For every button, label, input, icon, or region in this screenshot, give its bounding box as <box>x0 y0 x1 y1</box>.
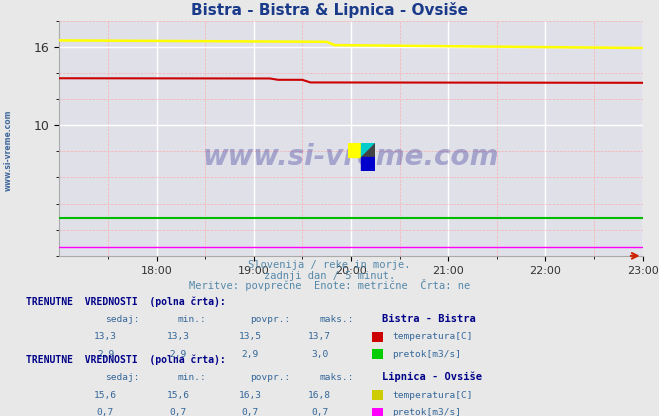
Text: TRENUTNE  VREDNOSTI  (polna črta):: TRENUTNE VREDNOSTI (polna črta): <box>26 296 226 307</box>
Text: 0,7: 0,7 <box>97 408 114 416</box>
Text: 0,7: 0,7 <box>242 408 259 416</box>
Text: 0,7: 0,7 <box>311 408 328 416</box>
Text: 13,5: 13,5 <box>239 332 262 342</box>
Text: 16,8: 16,8 <box>308 391 331 400</box>
Polygon shape <box>361 157 376 171</box>
Text: Meritve: povprečne  Enote: metrične  Črta: ne: Meritve: povprečne Enote: metrične Črta:… <box>189 279 470 291</box>
Polygon shape <box>348 143 361 157</box>
Text: 0,7: 0,7 <box>169 408 186 416</box>
Text: Lipnica - Ovsiše: Lipnica - Ovsiše <box>382 372 482 382</box>
Text: temperatura[C]: temperatura[C] <box>392 332 473 342</box>
Text: Slovenija / reke in morje.: Slovenija / reke in morje. <box>248 260 411 270</box>
Text: 15,6: 15,6 <box>167 391 189 400</box>
Text: 2,9: 2,9 <box>242 350 259 359</box>
Text: povpr.:: povpr.: <box>250 315 291 324</box>
Text: temperatura[C]: temperatura[C] <box>392 391 473 400</box>
Text: TRENUTNE  VREDNOSTI  (polna črta):: TRENUTNE VREDNOSTI (polna črta): <box>26 354 226 365</box>
Text: 2,9: 2,9 <box>169 350 186 359</box>
Text: 13,3: 13,3 <box>94 332 117 342</box>
Text: 15,6: 15,6 <box>94 391 117 400</box>
Polygon shape <box>361 143 376 157</box>
Text: maks.:: maks.: <box>320 315 354 324</box>
Text: www.si-vreme.com: www.si-vreme.com <box>3 109 13 191</box>
Polygon shape <box>361 143 376 157</box>
Text: www.si-vreme.com: www.si-vreme.com <box>203 143 499 171</box>
Text: zadnji dan / 5 minut.: zadnji dan / 5 minut. <box>264 271 395 281</box>
Text: sedaj:: sedaj: <box>105 315 140 324</box>
Text: pretok[m3/s]: pretok[m3/s] <box>392 350 461 359</box>
Text: pretok[m3/s]: pretok[m3/s] <box>392 408 461 416</box>
Text: sedaj:: sedaj: <box>105 373 140 382</box>
Text: 2,9: 2,9 <box>97 350 114 359</box>
Text: maks.:: maks.: <box>320 373 354 382</box>
Text: 13,3: 13,3 <box>167 332 189 342</box>
Text: povpr.:: povpr.: <box>250 373 291 382</box>
Text: 16,3: 16,3 <box>239 391 262 400</box>
Text: min.:: min.: <box>178 373 207 382</box>
Text: 13,7: 13,7 <box>308 332 331 342</box>
Text: 3,0: 3,0 <box>311 350 328 359</box>
Text: Bistra - Bistra & Lipnica - Ovsiše: Bistra - Bistra & Lipnica - Ovsiše <box>191 2 468 17</box>
Text: Bistra - Bistra: Bistra - Bistra <box>382 314 476 324</box>
Text: min.:: min.: <box>178 315 207 324</box>
